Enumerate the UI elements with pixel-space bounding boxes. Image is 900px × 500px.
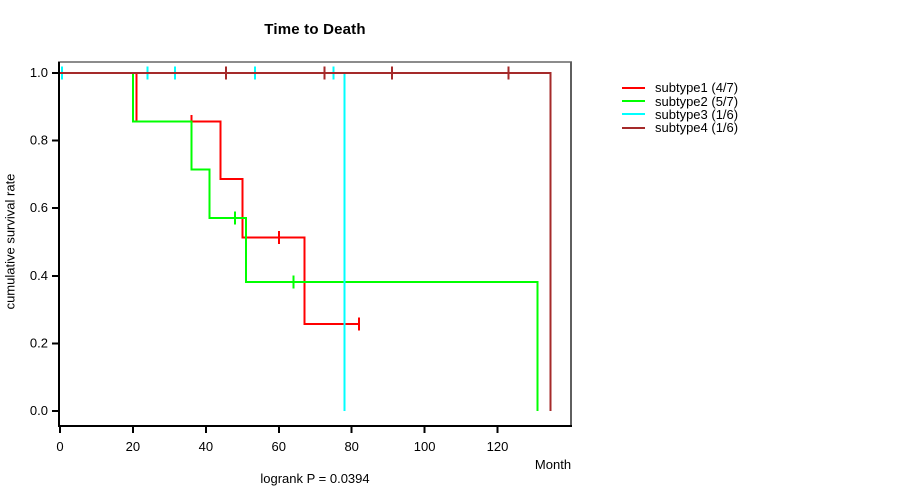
legend-item: subtype1 (4/7) — [622, 81, 738, 94]
legend: subtype1 (4/7) subtype2 (5/7) subtype3 (1/… — [622, 81, 738, 135]
y-tick-label: 0.2 — [30, 335, 48, 350]
y-axis-ticks: 0.0 0.2 0.4 0.6 0.8 1.0 — [30, 65, 59, 418]
x-tick-label: 100 — [414, 439, 436, 454]
censor-marks-subtype2 — [234, 211, 295, 289]
y-tick-label: 0.8 — [30, 133, 48, 148]
legend-label: subtype4 (1/6) — [655, 120, 739, 136]
legend-swatch — [622, 113, 645, 116]
survival-curve-subtype2 — [60, 72, 539, 411]
censor-marks-subtype4 — [224, 66, 510, 80]
x-tick-label: 120 — [487, 439, 509, 454]
logrank-annotation: logrank P = 0.0394 — [260, 471, 370, 486]
survival-curve-subtype3 — [60, 66, 346, 411]
x-axis-ticks: 0 20 40 60 80 100 120 — [56, 426, 508, 454]
legend-label: subtype1 (4/7) — [655, 80, 739, 96]
curve-path — [60, 72, 539, 411]
x-axis-label: Month — [534, 457, 572, 472]
legend-swatch — [622, 126, 645, 129]
y-tick-label: 0.6 — [30, 200, 48, 215]
legend-item: subtype3 (1/6) — [622, 108, 738, 121]
censor-marks-subtype1 — [190, 114, 360, 331]
y-tick-label: 0.4 — [30, 268, 48, 283]
chart-title: Time to Death — [264, 21, 366, 38]
y-tick-label: 0.0 — [30, 403, 48, 418]
x-tick-label: 20 — [126, 439, 140, 454]
legend-item: subtype4 (1/6) — [622, 121, 738, 134]
survival-curve-subtype4 — [60, 66, 552, 411]
x-tick-label: 60 — [272, 439, 286, 454]
x-tick-label: 0 — [56, 439, 63, 454]
curve-path — [60, 72, 346, 411]
curve-path — [60, 72, 552, 411]
legend-label: subtype2 (5/7) — [655, 93, 739, 109]
x-tick-label: 40 — [199, 439, 213, 454]
y-tick-label: 1.0 — [30, 65, 48, 80]
curve-path — [60, 72, 359, 326]
legend-swatch — [622, 100, 645, 103]
legend-swatch — [622, 86, 645, 89]
plot-box — [58, 61, 572, 427]
x-tick-label: 80 — [344, 439, 358, 454]
legend-item: subtype2 (5/7) — [622, 93, 739, 109]
legend-label: subtype3 (1/6) — [655, 106, 739, 122]
